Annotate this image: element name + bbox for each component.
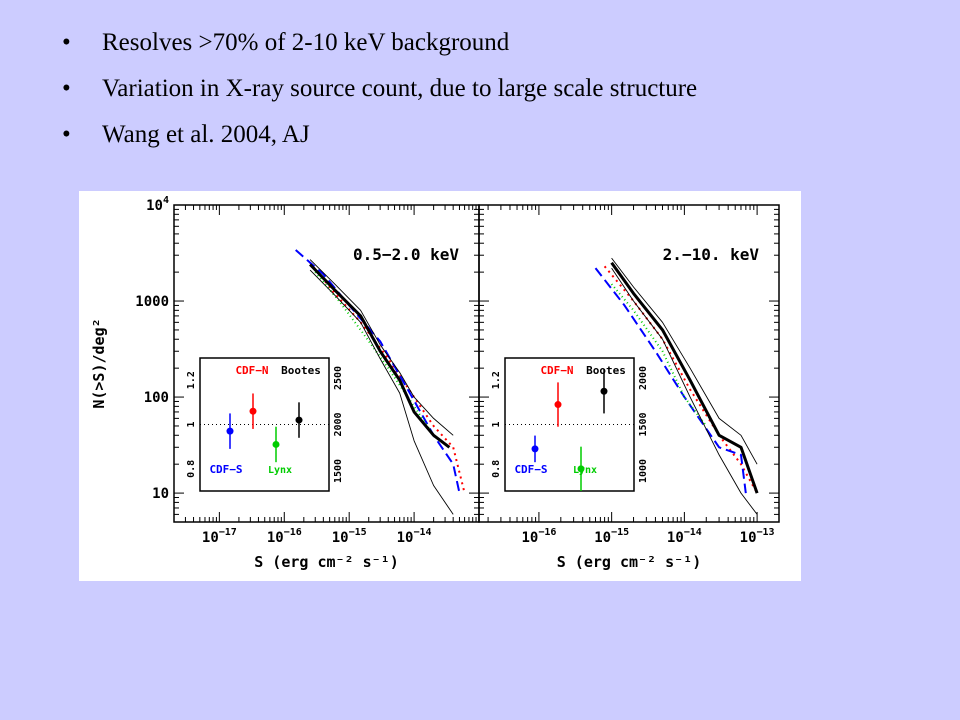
- x-tick-label: 10−16: [521, 527, 556, 546]
- bullet-item: • Resolves >70% of 2-10 keV background: [62, 24, 697, 70]
- bullet-item: • Variation in X-ray source count, due to…: [62, 70, 697, 116]
- y-tick-label: 10: [152, 486, 169, 502]
- y-axis-label: N(>S)/deg²: [90, 318, 108, 408]
- x-tick-label: 10−14: [397, 527, 432, 546]
- series-line-cdfs: [295, 249, 461, 494]
- plot-frame: [478, 204, 780, 523]
- series-line-thin: [309, 259, 454, 436]
- series-line-total: [309, 263, 451, 449]
- inset-point: [295, 416, 303, 424]
- inset-point: [554, 401, 562, 409]
- panel-energy-label: 0.5−2.0 keV: [353, 245, 459, 264]
- x-tick-label: 10−15: [332, 527, 367, 546]
- source-count-figure: 10−17 10−16 10−15 10−14 104 1000 100 10 0.5−2.0 …: [79, 191, 801, 581]
- x-axis-label: S (erg cm⁻² s⁻¹): [254, 553, 399, 571]
- series-line-cdfs: [594, 267, 747, 494]
- inset-point: [600, 387, 608, 395]
- inset-label-lynx: Lynx: [573, 465, 597, 476]
- bullet-text: Variation in X-ray source count, due to …: [102, 75, 698, 102]
- inset-y2-tick-label: 1500: [638, 412, 649, 436]
- figure-svg: 10−17 10−16 10−15 10−14 104 1000 100 10 0.5−2.0 …: [90, 195, 780, 571]
- inset-label-bootes: Bootes: [586, 364, 626, 377]
- inset-point: [272, 440, 280, 448]
- bullet-dot-icon: •: [62, 29, 71, 56]
- inset-y2-tick-label: 1500: [333, 459, 344, 483]
- y-tick-label: 1000: [135, 294, 169, 310]
- inset-point: [249, 407, 257, 415]
- inset-panel: 0.8 1 1.2 1000 1500 2000 CDF−N Bootes CDF−S Lynx: [491, 357, 649, 492]
- bullet-dot-icon: •: [62, 75, 71, 102]
- inset-label-cdfn: CDF−N: [540, 364, 573, 377]
- x-tick-label: 10−14: [667, 527, 702, 546]
- bullet-item: • Wang et al. 2004, AJ: [62, 116, 697, 162]
- series-line-thin: [611, 257, 758, 465]
- panel-energy-label: 2.−10. keV: [663, 245, 760, 264]
- x-tick-label: 10−16: [267, 527, 302, 546]
- inset-y2-tick-label: 2500: [333, 366, 344, 390]
- y-tick-label: 100: [144, 390, 169, 406]
- inset-y-tick-label: 1: [186, 421, 197, 427]
- series-line-cdfn: [309, 262, 466, 494]
- x-tick-label: 10−17: [202, 527, 237, 546]
- inset-y-tick-label: 0.8: [186, 460, 197, 478]
- inset-y-tick-label: 1: [491, 421, 502, 427]
- inset-y2-tick-label: 1000: [638, 459, 649, 483]
- inset-label-cdfn: CDF−N: [235, 364, 268, 377]
- series-line-lynx: [314, 271, 435, 436]
- series-line-lynx: [610, 283, 708, 427]
- inset-y2-tick-label: 2000: [638, 366, 649, 390]
- series-line-thin: [611, 267, 758, 515]
- inset-point: [531, 445, 539, 453]
- inset-label-lynx: Lynx: [268, 465, 292, 476]
- inset-point: [577, 465, 585, 473]
- y-tick-label: 104: [146, 195, 169, 214]
- bullet-list: • Resolves >70% of 2-10 keV background • V…: [62, 24, 697, 162]
- chart-panel-1: 10−17 10−16 10−15 10−14 104 1000 100 10 0.5−2.0 …: [90, 195, 480, 571]
- inset-y-tick-label: 0.8: [491, 460, 502, 478]
- inset-panel: 0.8 1 1.2 1500 2000 2500 CDF−N Bootes CDF−S Lynx: [186, 357, 344, 492]
- inset-label-bootes: Bootes: [281, 364, 321, 377]
- x-tick-label: 10−13: [740, 527, 775, 546]
- x-tick-label: 10−15: [594, 527, 629, 546]
- bullet-text: Resolves >70% of 2-10 keV background: [102, 29, 510, 56]
- bullet-dot-icon: •: [62, 121, 71, 148]
- inset-y-tick-label: 1.2: [491, 371, 502, 389]
- chart-panel-2: 10−16 10−15 10−14 10−13 2.−10. keV S (erg cm⁻…: [478, 204, 780, 571]
- inset-label-cdfs: CDF−S: [514, 463, 547, 476]
- bullet-text: Wang et al. 2004, AJ: [102, 121, 310, 148]
- inset-point: [226, 427, 234, 435]
- series-line-total: [610, 261, 759, 494]
- inset-y-tick-label: 1.2: [186, 371, 197, 389]
- inset-y2-tick-label: 2000: [333, 412, 344, 436]
- inset-label-cdfs: CDF−S: [209, 463, 242, 476]
- x-axis-label: S (erg cm⁻² s⁻¹): [557, 553, 702, 571]
- series-line-thin: [309, 269, 454, 515]
- series-line-cdfn: [603, 265, 758, 494]
